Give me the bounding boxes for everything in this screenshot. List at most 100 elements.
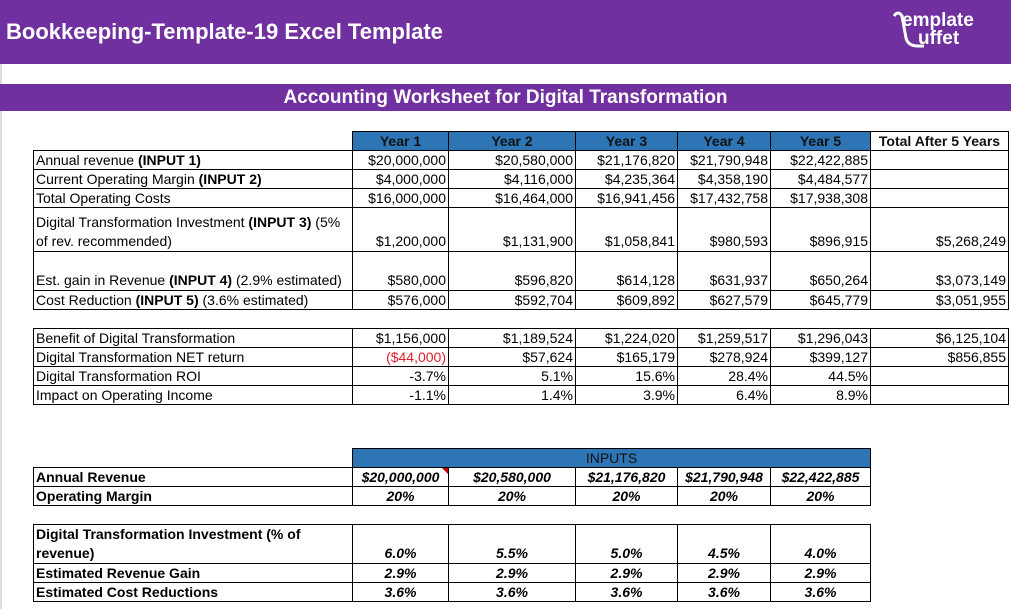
- value-cell[interactable]: $1,296,043: [770, 328, 871, 348]
- input-cell[interactable]: 20%: [575, 486, 678, 506]
- row-label[interactable]: Total Operating Costs: [33, 188, 353, 208]
- value-cell[interactable]: $17,938,308: [770, 188, 871, 208]
- value-cell[interactable]: $6,125,104: [870, 328, 1009, 348]
- value-cell[interactable]: $16,464,000: [448, 188, 576, 208]
- column-header[interactable]: Total After 5 Years: [870, 131, 1009, 151]
- value-cell[interactable]: $980,593: [677, 207, 771, 252]
- value-cell[interactable]: $165,179: [575, 347, 678, 367]
- value-cell[interactable]: $1,224,020: [575, 328, 678, 348]
- input-cell[interactable]: 4.0%: [770, 524, 871, 564]
- input-cell[interactable]: 3.6%: [770, 582, 871, 602]
- value-cell[interactable]: $1,058,841: [575, 207, 678, 252]
- value-cell[interactable]: $1,259,517: [677, 328, 771, 348]
- value-cell[interactable]: $650,264: [770, 251, 871, 291]
- input-cell[interactable]: 2.9%: [352, 563, 449, 583]
- row-label[interactable]: Digital Transformation Investment (INPUT…: [33, 207, 353, 252]
- input-cell[interactable]: 3.6%: [448, 582, 576, 602]
- value-cell[interactable]: [870, 385, 1009, 405]
- value-cell[interactable]: [870, 150, 1009, 170]
- value-cell[interactable]: $20,000,000: [352, 150, 449, 170]
- value-cell[interactable]: 44.5%: [770, 366, 871, 386]
- row-label[interactable]: Benefit of Digital Transformation: [33, 328, 353, 348]
- value-cell[interactable]: 3.9%: [575, 385, 678, 405]
- row-label[interactable]: Digital Transformation NET return: [33, 347, 353, 367]
- value-cell[interactable]: ($44,000): [352, 347, 449, 367]
- input-cell[interactable]: 3.6%: [575, 582, 678, 602]
- input-cell[interactable]: 6.0%: [352, 524, 449, 564]
- input-cell[interactable]: $20,580,000: [448, 467, 576, 487]
- value-cell[interactable]: -1.1%: [352, 385, 449, 405]
- column-header[interactable]: Year 3: [575, 131, 678, 151]
- value-cell[interactable]: $631,937: [677, 251, 771, 291]
- value-cell[interactable]: $4,000,000: [352, 169, 449, 189]
- value-cell[interactable]: 5.1%: [448, 366, 576, 386]
- value-cell[interactable]: $609,892: [575, 290, 678, 310]
- column-header[interactable]: Year 4: [677, 131, 771, 151]
- value-cell[interactable]: $896,915: [770, 207, 871, 252]
- column-header[interactable]: Year 1: [352, 131, 449, 151]
- column-header[interactable]: Year 2: [448, 131, 576, 151]
- input-cell[interactable]: 2.9%: [448, 563, 576, 583]
- input-cell[interactable]: 3.6%: [352, 582, 449, 602]
- value-cell[interactable]: $1,156,000: [352, 328, 449, 348]
- value-cell[interactable]: $16,000,000: [352, 188, 449, 208]
- row-label[interactable]: Impact on Operating Income: [33, 385, 353, 405]
- row-label[interactable]: Current Operating Margin (INPUT 2): [33, 169, 353, 189]
- input-cell[interactable]: 3.6%: [677, 582, 771, 602]
- value-cell[interactable]: $856,855: [870, 347, 1009, 367]
- value-cell[interactable]: $3,073,149: [870, 251, 1009, 291]
- value-cell[interactable]: $4,116,000: [448, 169, 576, 189]
- value-cell[interactable]: $645,779: [770, 290, 871, 310]
- row-label[interactable]: Cost Reduction (INPUT 5) (3.6% estimated…: [33, 290, 353, 310]
- input-cell[interactable]: $21,790,948: [677, 467, 771, 487]
- value-cell[interactable]: [870, 366, 1009, 386]
- value-cell[interactable]: $580,000: [352, 251, 449, 291]
- input-cell[interactable]: 5.0%: [575, 524, 678, 564]
- value-cell[interactable]: 1.4%: [448, 385, 576, 405]
- value-cell[interactable]: $4,358,190: [677, 169, 771, 189]
- value-cell[interactable]: $596,820: [448, 251, 576, 291]
- value-cell[interactable]: $3,051,955: [870, 290, 1009, 310]
- input-cell[interactable]: 20%: [677, 486, 771, 506]
- input-cell[interactable]: 5.5%: [448, 524, 576, 564]
- value-cell[interactable]: $592,704: [448, 290, 576, 310]
- input-cell[interactable]: $22,422,885: [770, 467, 871, 487]
- value-cell[interactable]: $16,941,456: [575, 188, 678, 208]
- value-cell[interactable]: $1,200,000: [352, 207, 449, 252]
- value-cell[interactable]: [870, 169, 1009, 189]
- value-cell[interactable]: [870, 188, 1009, 208]
- value-cell[interactable]: $22,422,885: [770, 150, 871, 170]
- row-label[interactable]: Est. gain in Revenue (INPUT 4) (2.9% est…: [33, 251, 353, 291]
- value-cell[interactable]: $5,268,249: [870, 207, 1009, 252]
- row-label[interactable]: Digital Transformation ROI: [33, 366, 353, 386]
- value-cell[interactable]: 6.4%: [677, 385, 771, 405]
- value-cell[interactable]: $614,128: [575, 251, 678, 291]
- input-cell[interactable]: $21,176,820: [575, 467, 678, 487]
- value-cell[interactable]: $21,790,948: [677, 150, 771, 170]
- value-cell[interactable]: $399,127: [770, 347, 871, 367]
- column-header[interactable]: Year 5: [770, 131, 871, 151]
- input-cell[interactable]: 20%: [352, 486, 449, 506]
- value-cell[interactable]: $1,189,524: [448, 328, 576, 348]
- value-cell[interactable]: 28.4%: [677, 366, 771, 386]
- value-cell[interactable]: -3.7%: [352, 366, 449, 386]
- value-cell[interactable]: 15.6%: [575, 366, 678, 386]
- value-cell[interactable]: $627,579: [677, 290, 771, 310]
- value-cell[interactable]: $1,131,900: [448, 207, 576, 252]
- value-cell[interactable]: $20,580,000: [448, 150, 576, 170]
- value-cell[interactable]: $21,176,820: [575, 150, 678, 170]
- value-cell[interactable]: $4,484,577: [770, 169, 871, 189]
- input-cell[interactable]: 2.9%: [770, 563, 871, 583]
- input-cell[interactable]: 2.9%: [575, 563, 678, 583]
- input-cell[interactable]: 20%: [770, 486, 871, 506]
- value-cell[interactable]: $576,000: [352, 290, 449, 310]
- input-cell[interactable]: 2.9%: [677, 563, 771, 583]
- input-cell[interactable]: 4.5%: [677, 524, 771, 564]
- row-label[interactable]: Annual revenue (INPUT 1): [33, 150, 353, 170]
- value-cell[interactable]: 8.9%: [770, 385, 871, 405]
- value-cell[interactable]: $278,924: [677, 347, 771, 367]
- value-cell[interactable]: $17,432,758: [677, 188, 771, 208]
- input-cell[interactable]: $20,000,000: [352, 467, 449, 487]
- input-cell[interactable]: 20%: [448, 486, 576, 506]
- value-cell[interactable]: $4,235,364: [575, 169, 678, 189]
